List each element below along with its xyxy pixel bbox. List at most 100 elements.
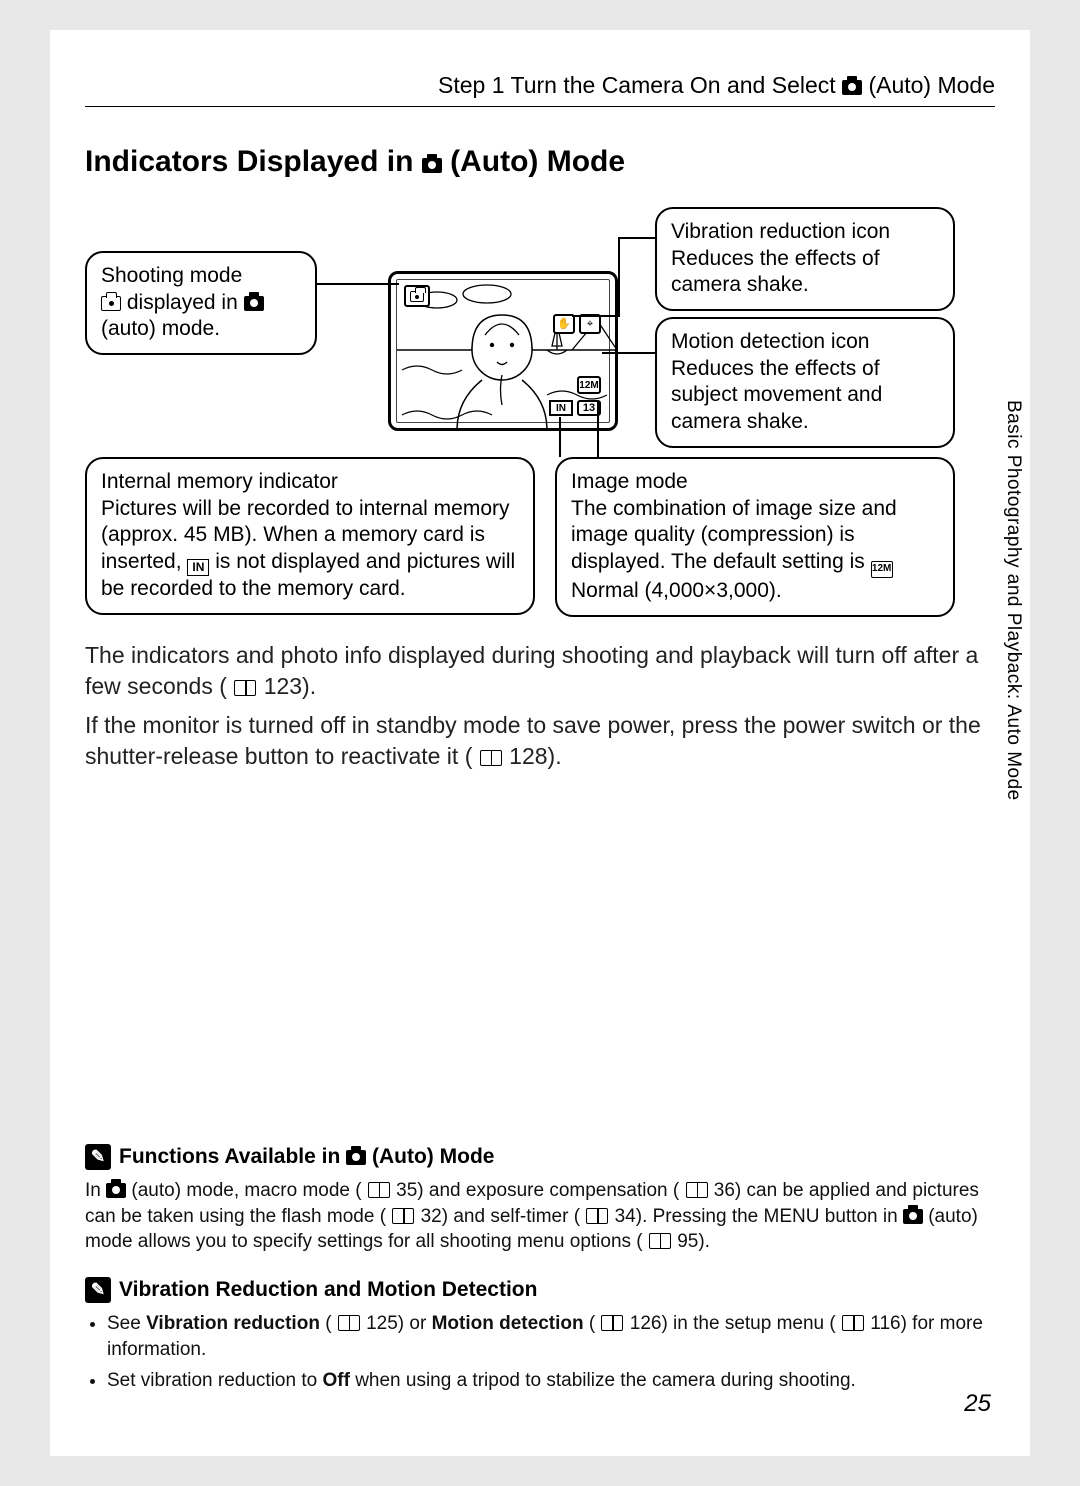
text: The combination of image size and (571, 497, 897, 520)
text: Vibration reduction (146, 1313, 320, 1334)
connector (559, 417, 561, 457)
text: Set vibration reduction to (107, 1370, 322, 1391)
camera-icon (244, 296, 264, 311)
note-list-item: Set vibration reduction to Off when usin… (107, 1368, 995, 1394)
page-ref-icon (649, 1233, 671, 1249)
para-1: The indicators and photo info displayed … (85, 640, 995, 702)
note-body-1: In (auto) mode, macro mode ( 35) and exp… (85, 1178, 995, 1255)
text: 95). (677, 1231, 710, 1252)
callout-shooting-mode: Shooting mode displayed in (auto) mode. (85, 251, 317, 355)
text: 35) and exposure compensation ( (396, 1180, 679, 1201)
callout-motion-detection: Motion detection icon Reduces the effect… (655, 317, 955, 448)
camera-icon (842, 80, 862, 95)
text: (auto) mode. (101, 317, 220, 340)
note-heading-2: ✎ Vibration Reduction and Motion Detecti… (85, 1277, 995, 1303)
text: Vibration Reduction and Motion Detection (119, 1278, 537, 1302)
text: displayed. The default setting is (571, 550, 871, 573)
text: 128). (509, 743, 561, 769)
text: 34). Pressing the (615, 1206, 764, 1227)
note-icon: ✎ (85, 1277, 111, 1303)
text: In (85, 1180, 106, 1201)
text: Reduces the effects of (671, 247, 880, 270)
page-ref-icon (842, 1315, 864, 1331)
text: Vibration reduction icon (671, 220, 890, 243)
title-post: (Auto) Mode (450, 145, 625, 178)
text: Image mode (571, 470, 688, 493)
connector (572, 315, 618, 317)
text: 123). (264, 673, 316, 699)
lcd-image-mode-indicator: 12M (577, 376, 601, 394)
connector (602, 352, 655, 354)
thumb-tab (1030, 330, 1080, 440)
text: 32) and self-timer ( (421, 1206, 580, 1227)
text: button in (825, 1206, 903, 1227)
text: Shooting mode (101, 264, 242, 287)
camera-icon (903, 1209, 923, 1224)
lcd-internal-memory-indicator: IN (549, 400, 573, 416)
lcd-motion-indicator: ⌖ (579, 314, 601, 334)
text: camera shake. (671, 273, 809, 296)
step-text-post: (Auto) Mode (868, 72, 995, 98)
note-heading-1: ✎ Functions Available in (Auto) Mode (85, 1144, 995, 1170)
connector (618, 237, 620, 317)
text: displayed in (127, 291, 244, 314)
text: subject movement and (671, 383, 882, 406)
text: Internal memory indicator (101, 470, 338, 493)
image-mode-icon: 12M (871, 561, 893, 578)
lcd-vr-indicator: ✋ (553, 314, 575, 334)
text: Motion detection icon (671, 330, 869, 353)
text: Reduces the effects of (671, 357, 880, 380)
title-pre: Indicators Displayed in (85, 145, 422, 178)
camera-icon (101, 296, 121, 311)
text: (Auto) Mode (372, 1145, 494, 1168)
camera-icon (422, 158, 442, 173)
text: See (107, 1313, 146, 1334)
text: ( (589, 1313, 595, 1334)
text: ( (325, 1313, 331, 1334)
body-paragraphs: The indicators and photo info displayed … (85, 640, 995, 772)
step-text-pre: Step 1 Turn the Camera On and Select (438, 72, 842, 98)
text: image quality (compression) is (571, 523, 855, 546)
page-title: Indicators Displayed in (Auto) Mode (85, 145, 995, 179)
lcd-screen: ✋ ⌖ 12M IN 13 (388, 271, 618, 431)
indicators-diagram: ✋ ⌖ 12M IN 13 Shooting mode displayed in… (85, 207, 995, 622)
page-ref-icon (586, 1208, 608, 1224)
para-2: If the monitor is turned off in standby … (85, 710, 995, 772)
text: Functions Available in (119, 1145, 346, 1168)
lcd-frame: ✋ ⌖ 12M IN 13 (396, 279, 610, 423)
page-ref-icon (686, 1182, 708, 1198)
menu-button-label: MENU (764, 1206, 820, 1227)
page-ref-icon (480, 750, 502, 766)
notes-section: ✎ Functions Available in (Auto) Mode In … (85, 1144, 995, 1416)
text: (auto) mode, macro mode ( (131, 1180, 361, 1201)
connector (316, 283, 399, 285)
page-ref-icon (368, 1182, 390, 1198)
connector (597, 402, 599, 457)
lcd-shooting-mode-indicator (404, 285, 430, 307)
camera-icon (410, 291, 424, 302)
text: Motion detection (432, 1313, 584, 1334)
callout-vibration-reduction: Vibration reduction icon Reduces the eff… (655, 207, 955, 311)
text: Normal (4,000×3,000). (571, 579, 782, 602)
callout-image-mode: Image mode The combination of image size… (555, 457, 955, 617)
text: Off (322, 1370, 349, 1391)
note-list-item: See Vibration reduction ( 125) or Motion… (107, 1311, 995, 1362)
text: (approx. 45 MB). When a memory card is (101, 523, 485, 546)
page-number: 25 (964, 1390, 991, 1418)
page-ref-icon (338, 1315, 360, 1331)
callout-internal-memory: Internal memory indicator Pictures will … (85, 457, 535, 615)
note-icon: ✎ (85, 1144, 111, 1170)
page-ref-icon (601, 1315, 623, 1331)
page-ref-icon (392, 1208, 414, 1224)
text: Pictures will be recorded to internal me… (101, 497, 510, 520)
text: 126) in the setup menu ( (630, 1313, 836, 1334)
text: is not displayed and pictures will (215, 550, 515, 573)
text: The indicators and photo info displayed … (85, 642, 978, 699)
note-body-2: See Vibration reduction ( 125) or Motion… (85, 1311, 995, 1394)
section-side-label: Basic Photography and Playback: Auto Mod… (1002, 400, 1024, 801)
text: be recorded to the memory card. (101, 577, 406, 600)
camera-icon (106, 1183, 126, 1198)
page-ref-icon (234, 680, 256, 696)
camera-icon (346, 1150, 366, 1165)
text: camera shake. (671, 410, 809, 433)
